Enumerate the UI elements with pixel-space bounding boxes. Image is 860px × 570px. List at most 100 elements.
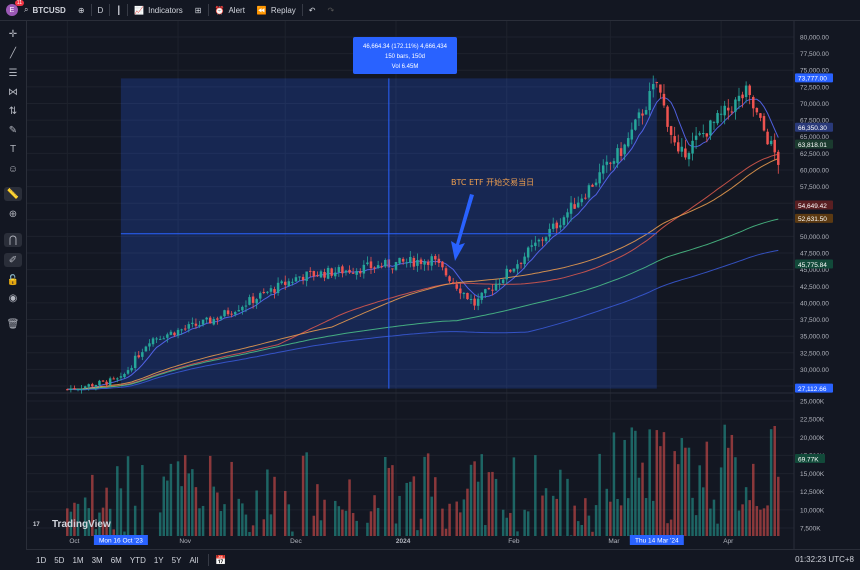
fib-icon[interactable]: ☰ [4,66,22,80]
range-5d[interactable]: 5D [50,556,68,565]
stay-drawing-icon[interactable]: ✐ [4,253,22,267]
price-tick-label: 32,500.00 [800,350,829,357]
trash-icon[interactable]: 🗑 [4,317,22,331]
candle-body [313,271,315,276]
volume-bar [759,510,761,536]
volume-bar [616,499,618,536]
candle-body [645,110,647,115]
candle-body [402,259,404,262]
candle-body [480,293,482,300]
lock-icon[interactable]: 🔓 [4,273,22,287]
price-tick-label: 72,500.00 [800,84,829,91]
symbol-search[interactable]: ⌕ BTCUSD [18,0,72,20]
range-1y[interactable]: 1Y [150,556,168,565]
compare-button[interactable]: ⊕ [72,0,91,20]
calendar-icon[interactable]: 📅 [215,555,226,566]
candle-body [91,384,93,386]
date-badge-label: Mon 16 Oct '23 [99,538,143,545]
ruler-icon[interactable]: 📏 [4,187,22,201]
grid-icon: ⊞ [195,6,202,15]
interval-button[interactable]: D [92,0,110,20]
volume-bar [688,448,690,536]
volume-bar [216,493,218,536]
text-icon[interactable]: T [4,142,22,156]
symbol-label: BTCUSD [32,6,65,15]
candle-body [463,293,465,294]
price-tick-label: 80,000.00 [800,35,829,42]
zoom-in-icon[interactable]: ⊕ [4,207,22,221]
candle-body [538,240,540,242]
volume-bar [355,521,357,536]
volume-bar [620,505,622,536]
volume-bar [706,442,708,536]
candle-body [248,297,250,305]
volume-bar [552,496,554,536]
user-avatar[interactable]: E 11 [6,4,18,16]
prediction-icon[interactable]: ⇅ [4,104,22,118]
candle-body [98,381,100,385]
candle-body [706,133,708,136]
magnet-icon[interactable]: ⋂ [4,233,22,247]
volume-bar [120,488,122,536]
volume-bar [191,469,193,536]
trendline-icon[interactable]: ╱ [4,46,22,60]
candle-body [430,256,432,266]
replay-button[interactable]: ⏪ Replay [251,0,302,20]
volume-bar [609,502,611,536]
range-1d[interactable]: 1D [32,556,50,565]
volume-bar [513,457,515,536]
candle-body [602,165,604,173]
candle-body [484,289,486,293]
candle-body [127,370,129,374]
volume-bar [313,516,315,536]
range-5y[interactable]: 5Y [168,556,186,565]
redo-button[interactable]: ↷ [322,0,341,20]
range-1m[interactable]: 1M [68,556,87,565]
candle-body [245,306,247,307]
candle-body [102,381,104,382]
crosshair-icon[interactable]: ✛ [4,27,22,41]
range-6m[interactable]: 6M [107,556,126,565]
candle-body [627,138,629,146]
volume-bar [673,451,675,536]
range-ytd[interactable]: YTD [126,556,150,565]
range-all[interactable]: All [185,556,202,565]
candle-body [84,386,86,388]
candle-body [609,163,611,164]
candle-body [273,289,275,293]
undo-icon: ↶ [309,6,316,15]
candle-body [198,325,200,326]
volume-bar [127,456,129,536]
candle-body [263,292,265,293]
candle-body [298,276,300,277]
volume-tick-label: 15,000K [800,471,825,478]
volume-bar [177,461,179,536]
candle-body [502,280,504,284]
watermark: TradingView [52,519,111,530]
undo-button[interactable]: ↶ [303,0,322,20]
candle-body [409,257,411,263]
candle-body [723,106,725,116]
volume-bar [516,531,518,536]
brush-icon[interactable]: ✎ [4,123,22,137]
volume-bar [198,508,200,536]
candle-body [731,111,733,112]
volume-tick-label: 25,000K [800,399,825,406]
layouts-button[interactable]: ⊞ [189,0,208,20]
candle-body [380,266,382,267]
emoji-icon[interactable]: ☺ [4,162,22,176]
candle-body [252,297,254,303]
eye-icon[interactable]: ◉ [4,291,22,305]
pattern-icon[interactable]: ⋈ [4,85,22,99]
candle-body [170,332,172,335]
volume-bar [598,454,600,536]
candle-body [684,148,686,157]
alert-button[interactable]: ⏰ Alert [209,0,251,20]
range-3m[interactable]: 3M [88,556,107,565]
candle-body [434,256,436,259]
chart-type-button[interactable]: ┃ [110,0,127,20]
candle-body [145,347,147,352]
indicators-button[interactable]: 📈 Indicators [128,0,189,20]
